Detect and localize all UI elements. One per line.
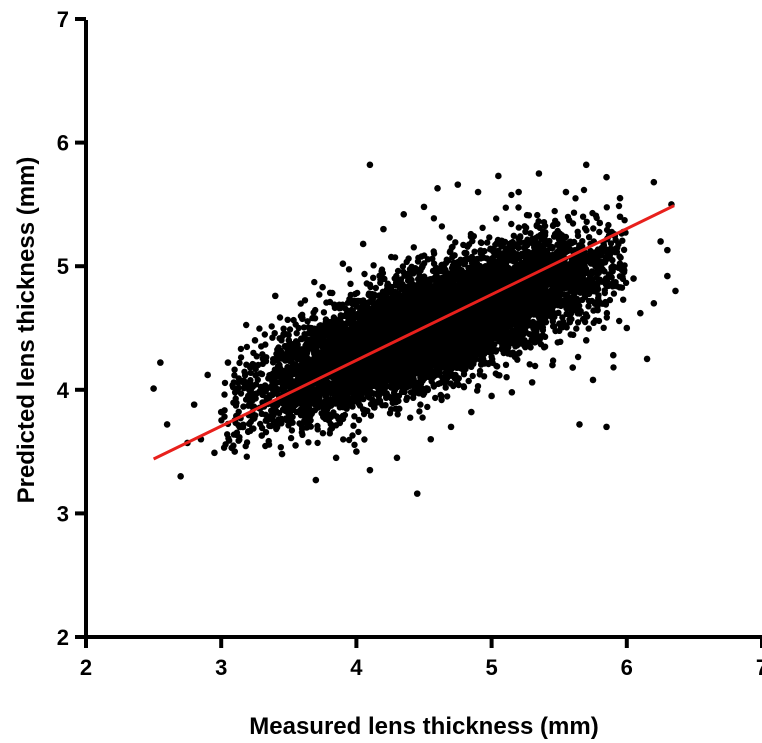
data-point [427,435,435,443]
data-point [177,473,184,480]
data-point [616,194,624,202]
data-point [366,466,374,474]
data-point [150,385,157,392]
data-point [630,275,637,282]
x-axis-ticks: 2 3 4 5 6 7 [80,637,762,680]
data-point [393,454,401,462]
data-point [434,185,441,192]
data-point [366,161,374,169]
data-point [157,359,164,366]
data-point [596,219,604,227]
data-point [582,337,590,344]
data-point [271,292,279,300]
dense-point-cloud [218,186,630,460]
x-tick-label: 4 [350,655,363,680]
data-point [515,188,522,196]
data-point [474,188,482,196]
data-point [637,309,644,317]
x-axis-title: Measured lens thickness (mm) [249,713,598,740]
data-point [609,351,617,359]
data-point [508,388,516,396]
data-point [339,260,347,268]
y-tick-label: 6 [57,131,69,156]
data-point [488,392,495,400]
y-tick-label: 5 [57,254,69,279]
x-tick-label: 6 [621,655,633,680]
data-point [359,240,367,248]
data-point [413,490,421,497]
data-point [576,421,583,428]
data-point [589,376,597,384]
data-point [664,272,671,280]
regression-line [152,204,675,461]
data-point [332,454,340,462]
data-point [643,355,651,363]
y-tick-label: 7 [57,7,69,32]
y-tick-label: 4 [57,378,70,403]
data-point [447,423,455,431]
data-point [657,238,664,245]
data-point [672,287,679,295]
data-point [603,423,610,431]
x-tick-label: 2 [80,655,92,680]
data-points [150,161,679,497]
data-point [319,283,326,291]
data-point [562,188,570,196]
data-point [569,364,577,371]
data-point [353,448,360,455]
data-point [400,210,408,218]
data-point [582,161,590,169]
data-point [650,178,658,186]
data-point [190,401,198,408]
data-point [528,379,536,386]
y-axis-ticks: 2 3 4 5 6 7 [57,7,86,650]
point-cloud [218,186,630,460]
y-tick-label: 3 [57,501,69,526]
data-point [278,450,286,458]
data-point [211,449,218,457]
data-point [535,170,543,177]
data-point [163,421,171,428]
y-axis-title: Predicted lens thickness (mm) [13,157,40,504]
data-point [623,324,631,332]
data-point [454,181,462,188]
data-point [420,203,428,211]
data-point [495,172,502,180]
data-point [380,225,387,233]
x-tick-label: 3 [215,655,227,680]
data-point [664,246,671,254]
data-point [204,371,211,379]
data-point [650,299,658,307]
data-point [468,408,475,416]
x-tick-label: 7 [756,655,762,680]
data-point [616,213,624,221]
y-tick-label: 2 [57,625,69,650]
data-point [292,442,299,449]
x-tick-label: 5 [485,655,497,680]
data-point [224,359,232,366]
data-point [251,337,259,344]
data-point [312,476,320,484]
data-point [603,173,610,181]
